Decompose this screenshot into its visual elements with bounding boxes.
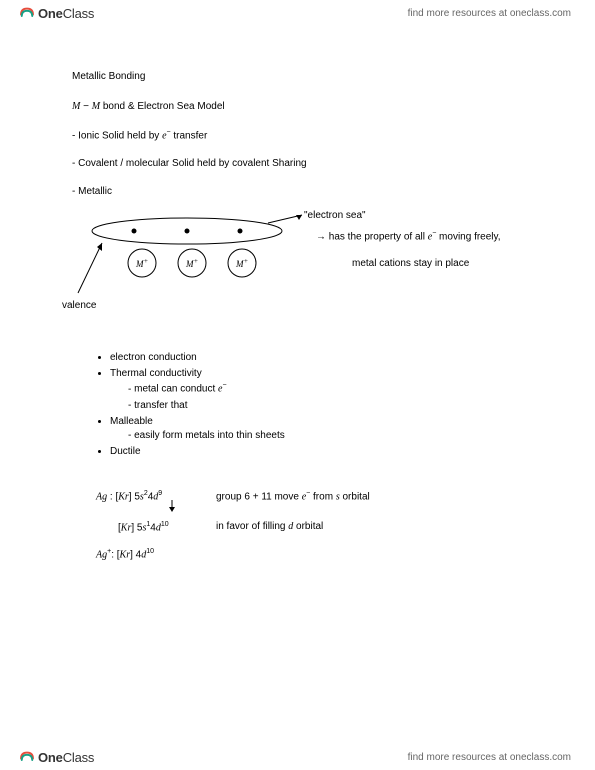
label-valence: valence — [62, 299, 96, 313]
config-ag-plus: Ag+: [Kr] 4d10 — [96, 547, 216, 562]
label-electron-sea: "electron sea" — [304, 209, 366, 223]
logo-icon — [18, 748, 36, 766]
cation-label-1: M+ — [136, 257, 148, 271]
line-covalent: - Covalent / molecular Solid held by cov… — [72, 157, 532, 171]
line-metallic: - Metallic — [72, 185, 532, 199]
label-cations-stay: metal cations stay in place — [352, 257, 469, 271]
label-property: → has the property of all e− moving free… — [316, 229, 501, 244]
logo-text: OneClass — [38, 6, 94, 21]
document-body: Metallic Bonding M − M bond & Electron S… — [72, 70, 532, 575]
bullet-electron-conduction: electron conduction — [110, 351, 532, 365]
sub-thin-sheets: easily form metals into thin sheets — [128, 429, 532, 443]
line-ionic: - Ionic Solid held by e− transfer — [72, 128, 532, 143]
logo-icon — [18, 4, 36, 22]
header-bar: OneClass find more resources at oneclass… — [0, 0, 595, 26]
footer-bar: OneClass find more resources at oneclass… — [0, 744, 595, 770]
config-ag-filled: [Kr] 5s14d10 — [96, 520, 216, 535]
bullet-malleable: Malleable easily form metals into thin s… — [110, 415, 532, 443]
line-mm-bond: M − M bond & Electron Sea Model — [72, 100, 532, 114]
bullet-thermal: Thermal conductivity metal can conduct e… — [110, 367, 532, 412]
properties-list: electron conduction Thermal conductivity… — [72, 351, 532, 458]
find-more-link-bottom[interactable]: find more resources at oneclass.com — [408, 752, 571, 763]
config-note-2: in favor of filling d orbital — [216, 520, 532, 535]
sub-transfer: transfer that — [128, 399, 532, 413]
electron-sea-diagram: M+ M+ M+ "electron sea" → has the proper… — [72, 213, 532, 323]
logo-text-footer: OneClass — [38, 750, 94, 765]
logo-footer[interactable]: OneClass — [18, 748, 94, 766]
logo[interactable]: OneClass — [18, 4, 94, 22]
find-more-link-top[interactable]: find more resources at oneclass.com — [408, 8, 571, 19]
cation-label-3: M+ — [236, 257, 248, 271]
cation-label-2: M+ — [186, 257, 198, 271]
electron-config-block: Ag : [Kr] 5s24d9 group 6 + 11 move e− fr… — [72, 489, 532, 563]
sub-metal-conduct: metal can conduct e− — [128, 381, 532, 396]
arrow-down-icon — [166, 500, 286, 514]
bullet-ductile: Ductile — [110, 445, 532, 459]
page-title: Metallic Bonding — [72, 70, 532, 84]
